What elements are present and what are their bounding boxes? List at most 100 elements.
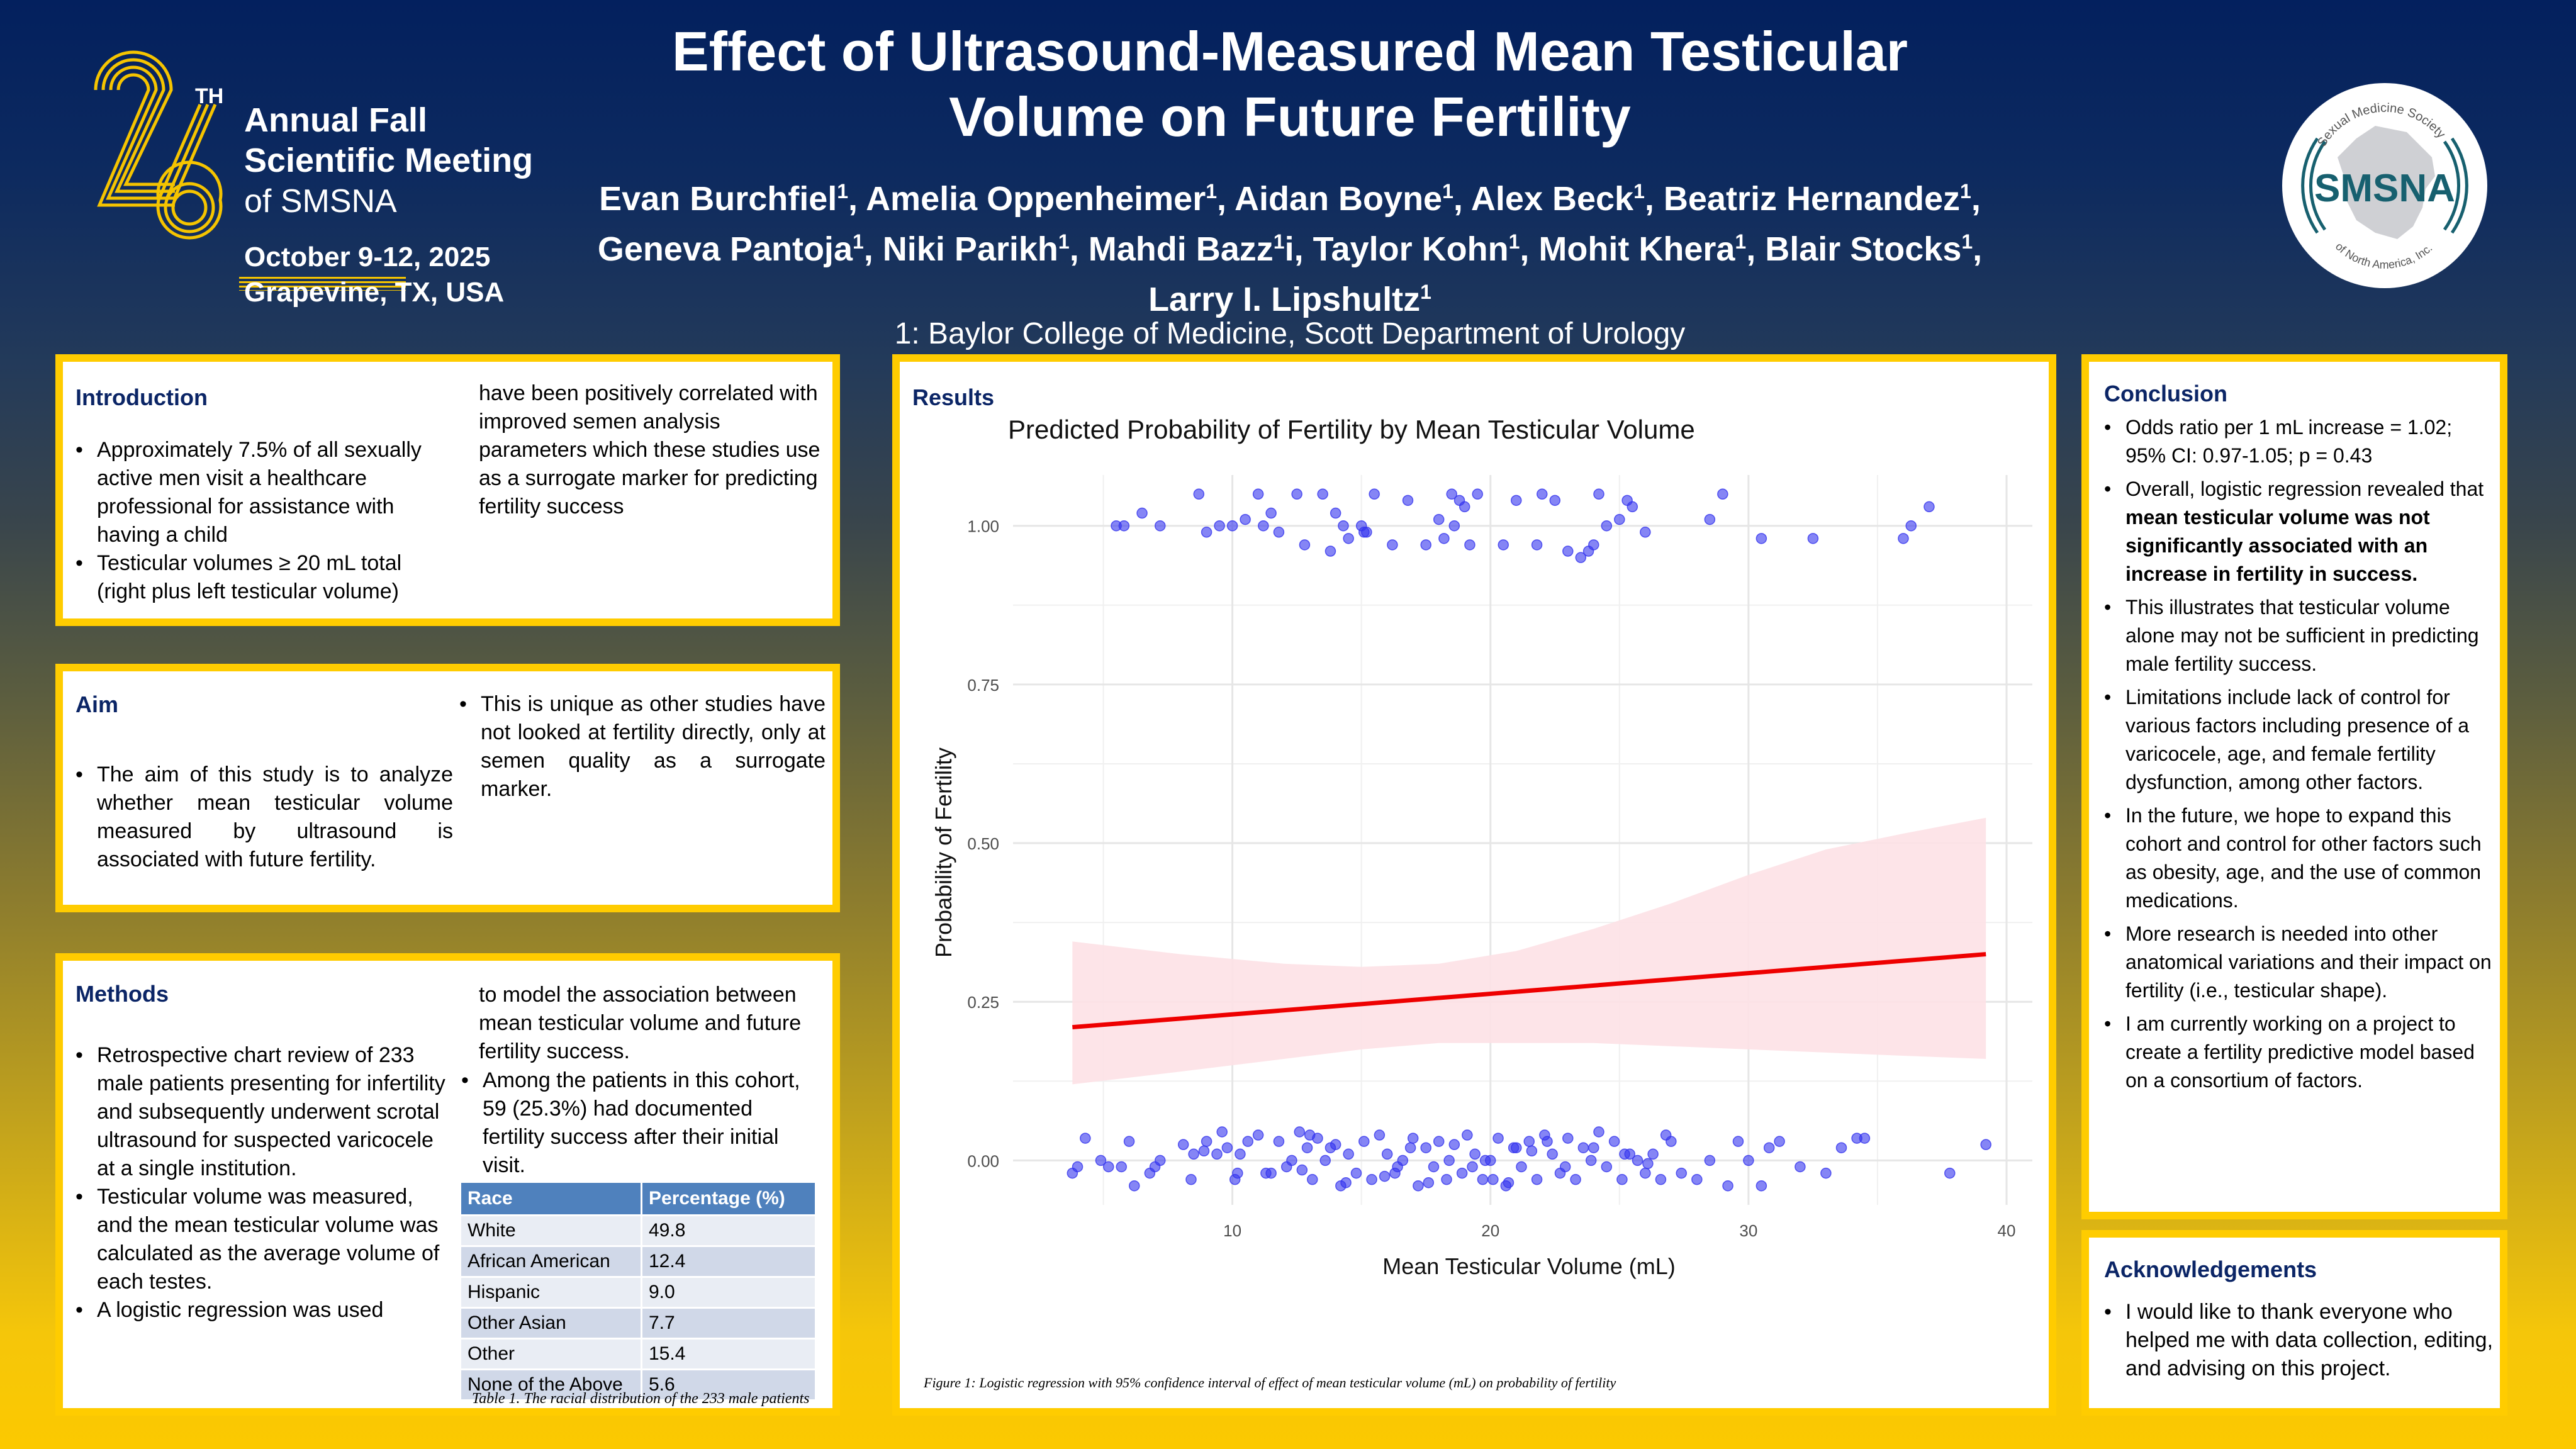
conclusion-bullet: Overall, logistic regression revealed th… [2104,475,2494,588]
data-point-not-fertile [1095,1155,1107,1166]
data-point-not-fertile [1144,1167,1156,1179]
data-point-fertile [1343,533,1354,544]
data-point-fertile [1593,488,1604,500]
conclusion-bullets: Odds ratio per 1 mL increase = 1.02; 95%… [2104,413,2494,1100]
data-point-fertile [1537,488,1548,500]
data-point-fertile [1498,539,1509,551]
percentage-cell: 5.6 [641,1368,817,1399]
race-table-row: Other Asian 7.7 [461,1307,817,1339]
data-point-fertile [1531,539,1543,551]
author-name: Taylor Kohn [1313,230,1509,268]
x-tick-label: 20 [1481,1221,1499,1240]
percentage-cell: 12.4 [641,1245,817,1277]
data-point-not-fertile [1619,1148,1630,1160]
data-point-not-fertile [1324,1142,1336,1153]
data-point-fertile [1756,533,1767,544]
data-point-not-fertile [1211,1148,1223,1160]
conclusion-text: I am currently working on a project to c… [2125,1012,2475,1092]
table-caption: Table 1. The racial distribution of the … [472,1390,810,1407]
data-point-not-fertile [1443,1155,1455,1166]
aim-bullets-left: The aim of this study is to analyze whet… [76,761,453,874]
data-point-not-fertile [1647,1148,1659,1160]
data-point-fertile [1575,552,1587,563]
author-affiliation-mark: 1 [1633,180,1645,203]
poster-title: Effect of Ultrasound-Measured Mean Testi… [554,19,2026,150]
methods-continuation: to model the association between mean te… [479,983,802,1063]
data-point-not-fertile [1379,1170,1391,1182]
data-point-fertile [1358,527,1370,538]
data-point-not-fertile [1593,1126,1604,1138]
data-point-not-fertile [1350,1167,1362,1179]
data-point-fertile [1214,520,1225,532]
logo-ordinal: TH [195,84,224,108]
title-line-2: Volume on Future Fertility [949,86,1631,148]
data-point-not-fertile [1366,1173,1377,1185]
author-name: Geneva Pantoja [597,230,853,268]
methods-bullets-right: Among the patients in this cohort, 59 (2… [461,1066,814,1180]
author-affiliation-mark: 1 [1420,281,1431,303]
percentage-cell: 7.7 [641,1307,817,1339]
data-point-not-fertile [1531,1173,1543,1185]
conclusion-bullet: In the future, we hope to expand this co… [2104,802,2494,915]
author-separator: , [863,230,883,268]
conclusion-title: Conclusion [2104,381,2227,406]
data-point-not-fertile [1479,1155,1491,1166]
data-point-not-fertile [1632,1155,1644,1166]
conclusion-panel: Conclusion Odds ratio per 1 mL increase … [2081,354,2507,1219]
data-point-fertile [1258,520,1269,532]
data-point-not-fertile [1265,1167,1277,1179]
y-tick-label: 0.75 [967,676,999,695]
data-point-not-fertile [1510,1142,1522,1153]
data-point-not-fertile [1562,1133,1574,1144]
acknowledgement-bullet: I would like to thank everyone who helpe… [2104,1298,2494,1383]
data-point-not-fertile [1423,1177,1435,1189]
logo-dates: October 9-12, 2025 [244,242,491,272]
data-point-not-fertile [1676,1167,1687,1179]
x-tick-label: 40 [1998,1221,2016,1240]
race-col-header: Race [461,1183,642,1216]
data-point-not-fertile [1155,1155,1166,1166]
logo-stripes [239,277,406,291]
author-name: Blair Stocks [1765,230,1962,268]
data-point-not-fertile [1343,1148,1354,1160]
data-point-not-fertile [1216,1126,1228,1138]
seal-acronym: SMSNA [2314,167,2455,210]
data-point-fertile [1549,495,1561,506]
regression-line [1072,952,1986,1030]
meeting-logo: TH Annual Fall Scientific Meeting of SMS… [88,43,554,313]
data-point-fertile [1402,495,1414,506]
race-table-row: White 49.8 [461,1214,817,1246]
data-point-not-fertile [1469,1148,1481,1160]
conclusion-text: In the future, we hope to expand this co… [2125,804,2482,912]
data-point-not-fertile [1102,1161,1114,1173]
race-cell: Other Asian [461,1307,642,1339]
data-point-not-fertile [1547,1148,1558,1160]
x-tick-label: 30 [1739,1221,1757,1240]
conclusion-bullet: Limitations include lack of control for … [2104,683,2494,797]
society-logo: Sexual Medicine Society of North America… [2281,82,2489,289]
x-axis-label: Mean Testicular Volume (mL) [1382,1253,1676,1279]
data-point-not-fertile [1188,1148,1199,1160]
data-point-not-fertile [1374,1129,1386,1141]
data-point-not-fertile [1286,1155,1297,1166]
author-separator: , [1971,180,1981,218]
data-point-not-fertile [1655,1173,1667,1185]
author-affiliation-mark: 1 [1206,180,1218,203]
author-affiliation-mark: 1 [1273,230,1285,253]
conclusion-bullet: Odds ratio per 1 mL increase = 1.02; 95%… [2104,413,2494,470]
data-point-fertile [1118,520,1130,532]
author-separator: , [1520,230,1539,268]
methods-bullet: Testicular volume was measured, and the … [76,1183,453,1296]
data-point-not-fertile [1221,1142,1233,1153]
y-tick-label: 1.00 [967,517,999,536]
data-point-not-fertile [1185,1173,1197,1185]
introduction-bullet: Approximately 7.5% of all sexually activ… [76,436,447,549]
author-affiliation-mark: 1 [1442,180,1453,203]
data-point-not-fertile [1080,1133,1091,1144]
race-cell: None of the Above [461,1368,642,1399]
data-point-not-fertile [1242,1136,1253,1147]
author-separator: , [1217,180,1235,218]
data-point-fertile [1265,507,1277,519]
data-point-not-fertile [1523,1136,1535,1147]
author-name: Larry I. Lipshultz [1148,281,1421,318]
